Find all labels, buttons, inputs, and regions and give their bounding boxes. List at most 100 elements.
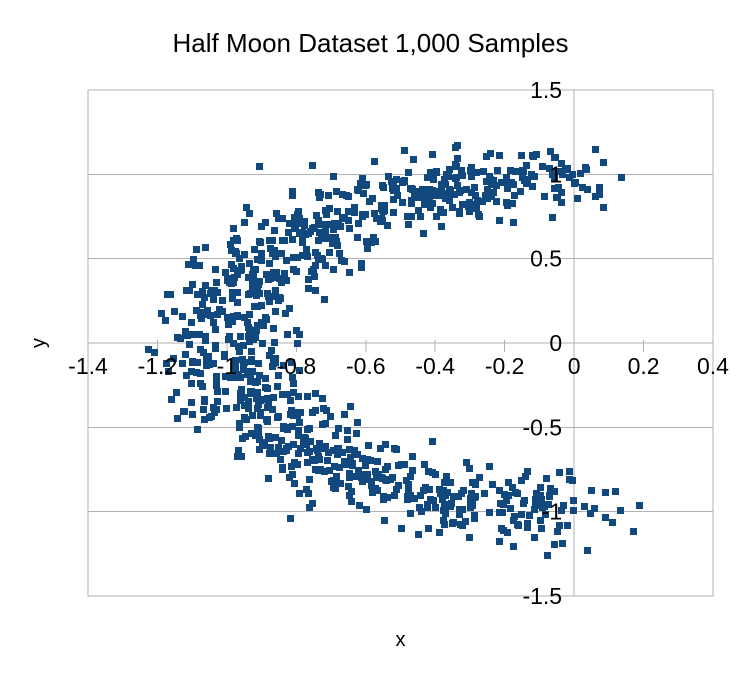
scatter-point — [293, 268, 300, 275]
scatter-point — [190, 256, 197, 263]
scatter-point — [354, 419, 361, 426]
scatter-point — [270, 360, 277, 367]
scatter-point — [315, 217, 322, 224]
scatter-point — [262, 375, 269, 382]
scatter-point — [458, 490, 465, 497]
scatter-point — [312, 262, 319, 269]
scatter-point — [254, 405, 261, 412]
scatter-point — [254, 424, 261, 431]
scatter-point — [194, 291, 201, 298]
scatter-point — [382, 466, 389, 473]
scatter-point — [570, 507, 577, 514]
scatter-point — [236, 348, 243, 355]
scatter-point — [418, 508, 425, 515]
scatter-point — [193, 307, 200, 314]
scatter-point — [232, 357, 239, 364]
scatter-point — [202, 333, 209, 340]
scatter-point — [257, 397, 264, 404]
scatter-point — [239, 435, 246, 442]
scatter-point — [500, 527, 507, 534]
scatter-point — [372, 468, 379, 475]
scatter-point — [518, 152, 525, 159]
scatter-point — [551, 185, 558, 192]
scatter-point — [200, 406, 207, 413]
scatter-point — [312, 249, 319, 256]
scatter-point — [295, 208, 302, 215]
scatter-point — [552, 154, 559, 161]
scatter-point — [202, 244, 209, 251]
scatter-point — [522, 473, 529, 480]
scatter-point — [551, 488, 558, 495]
scatter-point — [355, 187, 362, 194]
scatter-point — [389, 185, 396, 192]
scatter-point — [450, 493, 457, 500]
scatter-point — [313, 212, 320, 219]
scatter-point — [301, 222, 308, 229]
scatter-point — [346, 492, 353, 499]
scatter-point — [458, 167, 465, 174]
scatter-point — [330, 226, 337, 233]
scatter-point — [454, 182, 461, 189]
scatter-point — [602, 514, 609, 521]
scatter-point — [255, 360, 262, 367]
y-tick-label: -1 — [542, 499, 562, 525]
scatter-point — [520, 168, 527, 175]
scatter-point — [240, 366, 247, 373]
scatter-point — [354, 451, 361, 458]
scatter-point — [427, 169, 434, 176]
scatter-point — [232, 364, 239, 371]
scatter-point — [234, 271, 241, 278]
scatter-point — [510, 181, 517, 188]
scatter-point — [241, 414, 248, 421]
scatter-point — [339, 449, 346, 456]
scatter-point — [312, 390, 319, 397]
scatter-point — [454, 155, 461, 162]
scatter-point — [295, 432, 302, 439]
scatter-point — [366, 239, 373, 246]
scatter-point — [284, 391, 291, 398]
scatter-point — [390, 209, 397, 216]
scatter-point — [433, 188, 440, 195]
scatter-point — [384, 494, 391, 501]
scatter-point — [466, 534, 473, 541]
scatter-point — [202, 337, 209, 344]
scatter-point — [295, 450, 302, 457]
scatter-point — [305, 230, 312, 237]
scatter-point — [416, 504, 423, 511]
scatter-point — [265, 399, 272, 406]
scatter-point — [234, 312, 241, 319]
scatter-point — [284, 331, 291, 338]
scatter-point — [222, 373, 229, 380]
scatter-point — [213, 373, 220, 380]
scatter-point — [254, 303, 261, 310]
scatter-point — [529, 183, 536, 190]
scatter-point — [433, 213, 440, 220]
scatter-point — [467, 167, 474, 174]
scatter-point — [267, 444, 274, 451]
scatter-point — [219, 297, 226, 304]
scatter-point — [240, 342, 247, 349]
scatter-point — [266, 450, 273, 457]
scatter-point — [456, 208, 463, 215]
scatter-point — [588, 487, 595, 494]
scatter-point — [306, 425, 313, 432]
scatter-point — [357, 180, 364, 187]
scatter-point — [510, 517, 517, 524]
scatter-point — [214, 289, 221, 296]
scatter-point — [274, 383, 281, 390]
scatter-point — [325, 449, 332, 456]
scatter-point — [355, 467, 362, 474]
scatter-point — [248, 430, 255, 437]
scatter-point — [409, 467, 416, 474]
scatter-point — [496, 538, 503, 545]
scatter-point — [207, 312, 214, 319]
scatter-point — [494, 167, 501, 174]
scatter-point — [425, 468, 432, 475]
scatter-point — [296, 230, 303, 237]
scatter-point — [322, 443, 329, 450]
scatter-point — [318, 255, 325, 262]
x-tick-label: -1.2 — [138, 353, 178, 379]
scatter-point — [381, 517, 388, 524]
scatter-point — [551, 175, 558, 182]
scatter-point — [210, 360, 217, 367]
